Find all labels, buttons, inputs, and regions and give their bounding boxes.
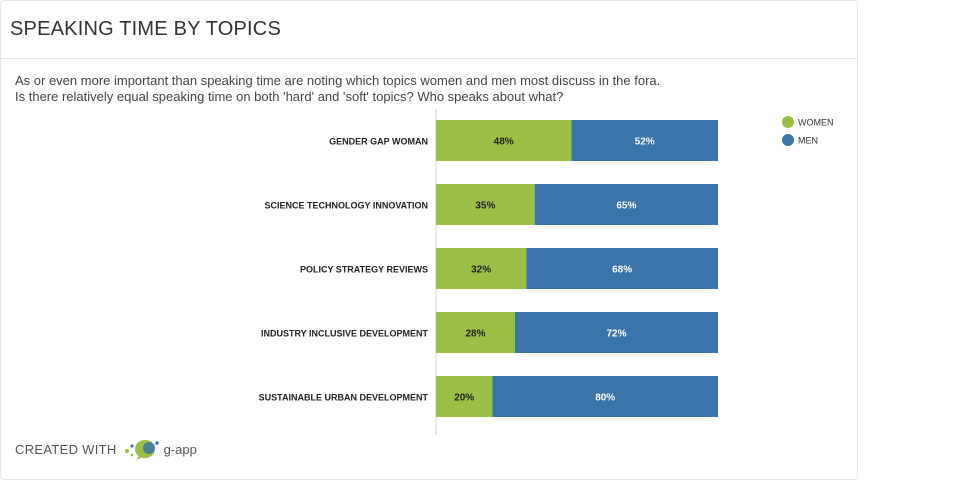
bar-men [571,120,718,161]
bar-women [436,312,515,353]
bar-men [526,248,718,289]
data-label: 72% [606,329,626,340]
legend-swatch-men [782,134,794,146]
bar-women [436,120,572,161]
bar-women [436,376,493,417]
data-label: 48% [494,137,514,148]
data-label: 65% [616,201,636,212]
data-label: 28% [465,329,485,340]
bar-men [514,312,718,353]
legend-label-men: MEN [798,136,818,146]
chart-description: As or even more important than speaking … [15,73,660,105]
data-label: 20% [454,393,474,404]
category-label: INDUSTRY INCLUSIVE DEVELOPMENT [261,329,429,339]
created-with-label: CREATED WITH [15,441,117,457]
page-title: SPEAKING TIME BY TOPICS [10,18,281,40]
data-label: 32% [471,265,491,276]
description-line-2: Is there relatively equal speaking time … [15,89,564,104]
legend-swatch-women [782,116,794,128]
legend-label-women: WOMEN [798,118,834,128]
description-line-1: As or even more important than speaking … [15,73,661,88]
category-label: SCIENCE TECHNOLOGY INNOVATION [264,201,428,211]
category-label: SUSTAINABLE URBAN DEVELOPMENT [259,393,429,403]
bar-men [492,376,718,417]
bar-women [436,248,527,289]
category-label: GENDER GAP WOMAN [329,137,428,147]
card-header: SPEAKING TIME BY TOPICS [1,1,857,59]
data-label: 68% [612,265,632,276]
bar-men [534,184,718,225]
stacked-bar-chart: GENDER GAP WOMAN 48% 52% SCIENCE TECHNOLOGY… [259,109,834,435]
data-label: 52% [635,137,655,148]
bar-women [436,184,535,225]
chart-card: SPEAKING TIME BY TOPICS As or even more … [0,0,858,480]
footer: CREATED WITH g-app [15,437,197,461]
data-label: 80% [595,393,615,404]
brand-name: g-app [163,441,197,457]
category-label: POLICY STRATEGY REVIEWS [300,265,428,275]
data-label: 35% [475,201,495,212]
g-app-logo-icon [124,440,159,460]
